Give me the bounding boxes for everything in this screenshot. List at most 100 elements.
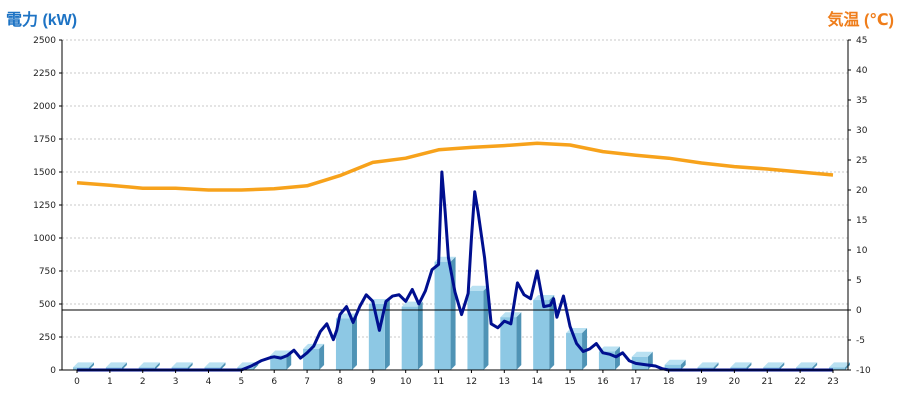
left-tick-label: 750 [39,267,56,277]
bar-side [779,362,785,370]
left-tick-label: 1750 [33,135,56,145]
bar-side [121,362,127,370]
bar [401,306,418,370]
bar [303,348,320,370]
bar-top [171,362,193,368]
bar-top [270,350,292,356]
bar-top [138,362,160,368]
x-tick-label: 15 [564,377,575,387]
temperature-line [76,141,834,192]
right-tick-label: 25 [856,156,867,166]
bar-side [812,362,818,370]
x-tick-label: 6 [271,377,277,387]
right-tick-label: 30 [856,126,868,136]
bar [664,364,681,370]
bar [500,317,517,370]
bar-side [713,362,719,370]
x-tick-label: 3 [173,377,179,387]
bar [335,318,352,370]
left-axis-title: 電力 (kW) [6,12,78,29]
bar-side [746,362,752,370]
x-tick-label: 18 [663,377,675,387]
bar-top [664,359,686,365]
left-tick-label: 0 [50,366,56,376]
bar-top [796,362,818,368]
series-lines [76,141,834,372]
x-tick-label: 11 [433,377,444,387]
x-tick-label: 17 [630,377,641,387]
bar-top [829,362,850,368]
bar-side [516,312,522,370]
bar-top [105,362,127,368]
right-tick-label: 40 [856,66,868,76]
right-tick-label: -5 [856,336,865,346]
x-tick-label: 10 [400,377,412,387]
right-tick-label: -10 [856,366,871,376]
left-tick-label: 2250 [33,69,56,79]
right-tick-label: 15 [856,216,867,226]
right-tick-label: 10 [856,246,868,256]
x-tick-label: 22 [794,377,805,387]
x-tick-label: 21 [762,377,773,387]
bar-top [631,351,653,357]
tick-labels: 02505007501000125015001750200022502500-1… [33,36,871,387]
bar-top [763,362,785,368]
bar-side [89,362,94,370]
bar-side [220,362,226,370]
x-tick-label: 9 [370,377,376,387]
bar-side [549,295,555,370]
bar-side [614,346,620,370]
x-tick-label: 4 [206,377,212,387]
bar-side [351,313,357,370]
axes [59,39,851,373]
left-tick-label: 1000 [33,234,56,244]
bar-top [500,312,522,318]
bar-side [187,362,193,370]
right-axis-title: 気温 (℃) [827,12,894,29]
left-tick-label: 2500 [33,36,56,46]
x-tick-label: 8 [337,377,343,387]
right-tick-label: 0 [856,306,862,316]
left-tick-label: 500 [39,300,56,310]
x-tick-label: 2 [140,377,146,387]
left-tick-label: 1500 [33,168,56,178]
bar-top [697,362,719,368]
x-tick-label: 1 [107,377,113,387]
right-tick-label: 5 [856,276,862,286]
bar-top [467,285,489,291]
right-tick-label: 45 [856,36,867,46]
bar-top [730,362,752,368]
left-tick-label: 2000 [33,102,56,112]
bar-side [680,359,686,370]
x-tick-label: 7 [304,377,310,387]
left-tick-label: 250 [39,333,56,343]
x-tick-label: 14 [531,377,543,387]
bar-side [154,362,160,370]
left-tick-label: 1250 [33,201,56,211]
bar-side [582,328,588,370]
bar-side [483,285,489,370]
bar-side [319,343,325,370]
right-tick-label: 35 [856,96,867,106]
bar [533,300,550,370]
bar-side [417,301,423,370]
bar-top [204,362,226,368]
bar-side [384,299,390,370]
bar-top [73,362,94,368]
bar-top [598,346,620,352]
x-tick-label: 23 [827,377,838,387]
bar [434,261,451,370]
bar [566,333,583,370]
bar [467,290,484,370]
x-tick-label: 16 [597,377,609,387]
right-tick-label: 20 [856,186,868,196]
x-tick-label: 20 [729,377,741,387]
bar [829,367,845,370]
power-line [77,170,833,372]
x-tick-label: 5 [238,377,244,387]
x-tick-label: 19 [696,377,708,387]
bar-top [533,295,555,301]
x-tick-label: 0 [74,377,80,387]
x-tick-label: 12 [466,377,477,387]
